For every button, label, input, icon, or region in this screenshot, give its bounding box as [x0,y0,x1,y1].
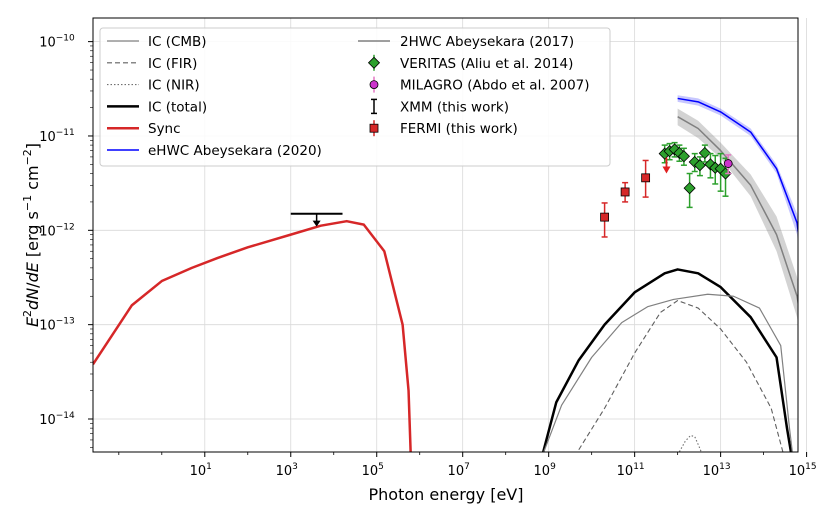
veritas-point [688,155,701,169]
legend-label: Sync [148,121,181,137]
xmm-arrow-head [312,220,321,227]
y-tick-label: 10−13 [39,317,75,334]
curve-ic-fir- [576,300,784,452]
band-2hwc-band [677,108,798,324]
legend-label: IC (CMB) [148,34,207,50]
x-axis-label: Photon energy [eV] [369,485,524,504]
tick-labels: 101 103 105 107 109 1011 1013 1015 10−14 10−13 10−… [39,34,816,479]
x-tick-label: 1015 [789,462,817,479]
veritas-point [698,146,711,160]
legend-label: eHWC Abeysekara (2020) [148,143,322,159]
legend-box [99,27,611,167]
legend-label: IC (total) [148,99,207,115]
curve-ic-cmb- [543,293,793,452]
veritas-point [668,143,681,156]
legend-handle [371,98,377,115]
y-axis-label: E2dN/dE [erg s−1 cm−2] [21,143,42,327]
x-tick-label: 1013 [703,462,731,479]
curve-ehwc-abeysekara-2020- [677,97,798,237]
x-tick-label: 109 [534,462,557,479]
legend-label: IC (NIR) [148,78,200,94]
milagro-point [723,159,733,168]
legend-label: XMM (this work) [400,99,509,115]
y-tick-label: 10−12 [39,222,75,239]
legend: IC (CMB) IC (FIR) IC (NIR) IC (total) Sync eH… [99,27,611,167]
bands [677,95,798,324]
x-tick-label: 105 [362,462,384,479]
fermi-upper-limit-arrow [662,166,671,174]
legend-handle [367,54,381,71]
plot-frame [92,17,799,453]
x-tick-label: 1011 [617,462,645,479]
legend-label: VERITAS (Aliu et al. 2014) [400,56,573,72]
x-tick-label: 107 [448,462,470,479]
legend-label: IC (FIR) [148,56,197,72]
axis-ticks [88,41,808,457]
curve-ic-nir- [678,434,702,452]
x-tick-label: 103 [276,462,298,479]
legend-label: 2HWC Abeysekara (2017) [400,34,574,50]
legend-handle [369,76,379,93]
plot-area [93,95,798,452]
fermi-point [641,173,651,183]
fermi-point [620,187,630,197]
curve-2hwc-abeysekara-2017- [677,116,798,308]
y-tick-label: 10−14 [39,411,75,428]
y-tick-label: 10−10 [39,34,75,51]
veritas-point [683,182,696,195]
curve-sync [93,219,412,452]
legend-label: MILAGRO (Abdo et al. 2007) [400,78,590,94]
legend-handle [369,120,379,137]
x-tick-label: 101 [190,462,212,479]
fermi-point [600,212,610,222]
y-tick-label: 10−11 [39,128,75,145]
data-points [290,141,733,238]
legend-label: FERMI (this work) [400,121,518,137]
band-ehwc-band [677,95,798,243]
model-curves [93,97,798,452]
veritas-point [677,150,690,163]
curve-ic-total- [541,268,793,452]
veritas-point [693,159,706,172]
